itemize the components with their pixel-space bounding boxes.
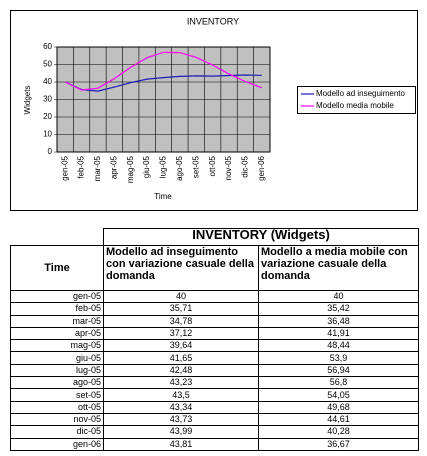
x-tick-label: gen-05 <box>60 155 69 180</box>
value-cell: 35,71 <box>103 302 259 316</box>
table-row: gen-05 40 40 <box>10 289 420 304</box>
legend-label: Modello media mobile <box>316 101 394 110</box>
x-tick-label: feb-05 <box>77 155 86 178</box>
value-cell: 49,68 <box>257 400 420 414</box>
time-cell: gen-05 <box>10 289 104 304</box>
time-cell: giu-05 <box>10 351 104 365</box>
value-cell: 34,78 <box>103 314 259 328</box>
table-row: nov-05 43,73 44,61 <box>10 412 420 427</box>
value-cell: 53,9 <box>257 351 420 365</box>
value-cell: 42,48 <box>103 363 259 378</box>
chart: INVENTORY Time Widgets 0 10 20 30 40 50 60 gen-… <box>10 10 418 211</box>
table-row: set-05 43,5 54,05 <box>10 388 420 402</box>
series-line <box>64 74 262 92</box>
value-cell: 40,28 <box>257 425 420 439</box>
value-cell: 48,44 <box>257 339 420 353</box>
data-table: INVENTORY (Widgets) Time Modello ad inseg… <box>10 228 420 451</box>
x-axis-label: Time <box>154 192 172 201</box>
legend-box <box>297 86 416 114</box>
x-tick-label: ott-05 <box>208 155 217 176</box>
table-title: INVENTORY (Widgets) <box>102 228 420 246</box>
x-tick-label: set-05 <box>191 155 200 178</box>
column-header: Time <box>10 245 104 291</box>
time-cell: ott-05 <box>10 400 104 414</box>
table-row: giu-05 41,65 53,9 <box>10 351 420 365</box>
time-cell: nov-05 <box>10 412 104 427</box>
value-cell: 41,65 <box>103 351 259 365</box>
value-cell: 37,12 <box>103 326 259 341</box>
table-row: dic-05 43,99 40,28 <box>10 425 420 439</box>
time-cell: apr-05 <box>10 326 104 341</box>
time-cell: gen-06 <box>10 437 104 451</box>
value-cell: 43,81 <box>103 437 259 451</box>
column-header: Modello ad inseguimento con variazione c… <box>103 245 259 291</box>
x-tick-label: nov-05 <box>224 155 233 180</box>
table-row: ott-05 43,34 49,68 <box>10 400 420 414</box>
time-cell: ago-05 <box>10 376 104 390</box>
table-row: lug-05 42,48 56,94 <box>10 363 420 378</box>
x-tick-label: apr-05 <box>109 155 118 179</box>
value-cell: 39,64 <box>103 339 259 353</box>
column-header: Modello a media mobile con variazione ca… <box>257 245 420 291</box>
time-cell: lug-05 <box>10 363 104 378</box>
value-cell: 54,05 <box>257 388 420 402</box>
x-tick-label: ago-05 <box>175 155 184 180</box>
y-tick-label: 20 <box>43 112 52 121</box>
chart-title: INVENTORY <box>187 16 239 26</box>
table-row: feb-05 35,71 35,42 <box>10 302 420 316</box>
y-tick-label: 0 <box>48 147 53 156</box>
value-cell: 44,61 <box>257 412 420 427</box>
value-cell: 43,5 <box>103 388 259 402</box>
value-cell: 35,42 <box>257 302 420 316</box>
value-cell: 40 <box>103 289 259 304</box>
value-cell: 56,8 <box>257 376 420 390</box>
value-cell: 36,48 <box>257 314 420 328</box>
y-tick-label: 30 <box>43 95 52 104</box>
value-cell: 43,99 <box>103 425 259 439</box>
x-tick-label: giu-05 <box>142 155 151 178</box>
time-cell: mar-05 <box>10 314 104 328</box>
blank-cell <box>10 228 104 246</box>
y-axis-label: Widgets <box>23 86 32 115</box>
value-cell: 56,94 <box>257 363 420 378</box>
value-cell: 41,91 <box>257 326 420 341</box>
value-cell: 43,73 <box>103 412 259 427</box>
value-cell: 40 <box>257 289 420 304</box>
y-tick-label: 10 <box>43 130 52 139</box>
y-tick-label: 40 <box>43 77 52 86</box>
x-tick-label: mag-05 <box>126 155 135 183</box>
table-row: gen-06 43,81 36,67 <box>10 437 420 451</box>
time-cell: mag-05 <box>10 339 104 353</box>
y-tick-label: 60 <box>43 42 52 51</box>
y-tick-label: 50 <box>43 60 52 69</box>
x-tick-label: dic-05 <box>241 155 250 177</box>
value-cell: 36,67 <box>257 437 420 451</box>
x-tick-label: lug-05 <box>159 155 168 178</box>
legend-label: Modello ad inseguimento <box>316 89 405 98</box>
x-tick-label: mar-05 <box>93 155 102 181</box>
time-cell: set-05 <box>10 388 104 402</box>
table-row: apr-05 37,12 41,91 <box>10 326 420 341</box>
table-row: ago-05 43,23 56,8 <box>10 376 420 390</box>
value-cell: 43,34 <box>103 400 259 414</box>
value-cell: 43,23 <box>103 376 259 390</box>
time-cell: dic-05 <box>10 425 104 439</box>
series-line <box>64 51 263 91</box>
time-cell: feb-05 <box>10 302 104 316</box>
table-row: mar-05 34,78 36,48 <box>10 314 420 328</box>
table-row: mag-05 39,64 48,44 <box>10 339 420 353</box>
x-tick-label: gen-06 <box>257 155 266 180</box>
